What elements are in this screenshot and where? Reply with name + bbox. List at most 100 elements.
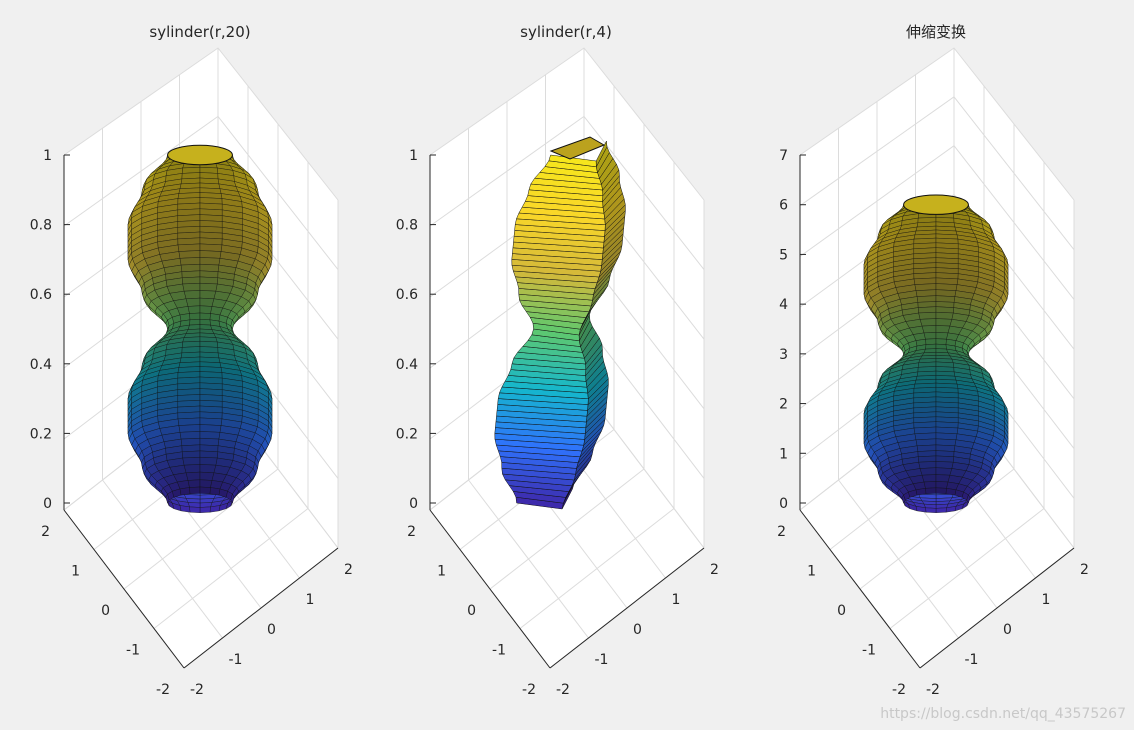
y-tick-label: -1 [229, 652, 243, 668]
z-tick-label: 2 [779, 397, 788, 413]
y-tick-label: -2 [556, 682, 570, 698]
y-tick-label: -2 [926, 682, 940, 698]
z-tick-label: 0.6 [396, 287, 418, 303]
surface-patch [935, 338, 947, 345]
z-tick-label: 7 [779, 148, 788, 164]
surface-patch [177, 243, 201, 252]
x-tick-label: 1 [437, 564, 446, 580]
y-tick-label: -1 [595, 652, 609, 668]
x-tick-label: -1 [126, 643, 140, 659]
surface-patch [209, 487, 221, 496]
surface-patch [199, 305, 213, 314]
surface-patch [935, 467, 953, 476]
surface-patch [595, 140, 608, 168]
surface-patch [921, 325, 937, 334]
surface-patch [199, 502, 213, 508]
x-tick-label: 0 [101, 603, 110, 619]
surface-patch [179, 505, 191, 513]
x-tick-label: 1 [71, 564, 80, 580]
surface-patch [199, 319, 211, 326]
surface-patch [917, 306, 937, 314]
axes-2: 0 0.2 0.4 0.6 0.8 1 2 1 0 -1 -2 -2 -1 0 1 2 sylinder(r,4… [396, 23, 719, 698]
surface-patch [179, 487, 191, 496]
surface-patch [925, 343, 937, 350]
surface-patch [935, 295, 956, 303]
y-tick-label: 2 [710, 562, 719, 578]
surface-patch [919, 467, 937, 476]
surface-patch [935, 283, 958, 291]
axes-title: sylinder(r,4) [520, 23, 612, 41]
z-tick-label: 0.2 [30, 426, 52, 442]
surface-patch [199, 270, 219, 279]
y-tick-label: 1 [672, 592, 681, 608]
y-tick-label: 0 [633, 622, 642, 638]
x-tick-label: -2 [892, 682, 906, 698]
surface-patch [935, 343, 947, 350]
surface-patch [935, 474, 951, 483]
z-tick-label: 4 [779, 297, 788, 313]
z-tick-label: 6 [779, 198, 788, 214]
surface-patch [925, 507, 937, 513]
floor-gridline [123, 468, 279, 590]
surface-patch [935, 332, 949, 340]
surface-patch [935, 481, 949, 489]
surface-patch [181, 450, 201, 459]
y-tick-label: 0 [1003, 622, 1012, 638]
surface-patch [183, 290, 201, 300]
x-axis-line [429, 509, 551, 669]
z-tick-label: 0.4 [30, 357, 52, 373]
axes-title: 伸缩变换 [906, 23, 966, 41]
y-tick-label: 2 [344, 562, 353, 578]
z-tick-label: 1 [779, 446, 788, 462]
z-tick-label: 0.4 [396, 357, 418, 373]
surface-patch [180, 263, 201, 272]
surface-patch [199, 424, 222, 433]
y-tick-label: 2 [1080, 562, 1089, 578]
surface-patch [185, 471, 201, 481]
z-tick-label: 0 [43, 496, 52, 512]
surface-patch [199, 444, 219, 453]
surface-patch [916, 295, 937, 303]
z-tick-label: 1 [409, 148, 418, 164]
surface-patch [919, 318, 937, 327]
y-tick-label: 1 [1042, 592, 1051, 608]
floor-gridline [889, 508, 1045, 629]
surface-patch [923, 332, 937, 340]
surface-patch [189, 312, 201, 321]
surface-patch [935, 487, 947, 495]
surface-patch [185, 297, 201, 307]
surface-patch [179, 257, 201, 266]
surface-patch [945, 488, 957, 496]
z-tick-label: 0.8 [396, 218, 418, 234]
axes-1: 0 0.2 0.4 0.6 0.8 1 2 1 0 -1 -2 -2 -1 0 1 2 sylinder(r,2… [30, 23, 353, 698]
z-tick-label: 0.2 [396, 426, 418, 442]
surface-patch [935, 438, 957, 447]
surface-patch [177, 417, 201, 426]
surface-patch [230, 493, 235, 504]
surface-patch [935, 318, 953, 327]
surface-patch [199, 417, 223, 426]
surface-patch [199, 437, 220, 446]
x-tick-label: 1 [807, 564, 816, 580]
surface-patch [966, 494, 971, 504]
surface-patch [199, 282, 218, 292]
surface-patch [925, 487, 937, 495]
y-axis-line [549, 547, 705, 669]
surface-patch [189, 506, 201, 513]
surface-patch [915, 289, 937, 297]
surface-patch [923, 481, 937, 489]
surface-patch [179, 431, 201, 440]
surface-patch [183, 464, 201, 474]
surface-patch [935, 306, 955, 314]
z-tick-label: 3 [779, 347, 788, 363]
x-tick-label: 2 [407, 524, 416, 540]
surface-patch [199, 479, 213, 488]
z-tick-label: 5 [779, 247, 788, 263]
surface-patch [178, 250, 201, 259]
surface-patch [935, 507, 947, 513]
surface-patch [199, 312, 211, 321]
surface [494, 136, 626, 510]
x-tick-label: -1 [862, 643, 876, 659]
surface-patch [935, 455, 955, 463]
